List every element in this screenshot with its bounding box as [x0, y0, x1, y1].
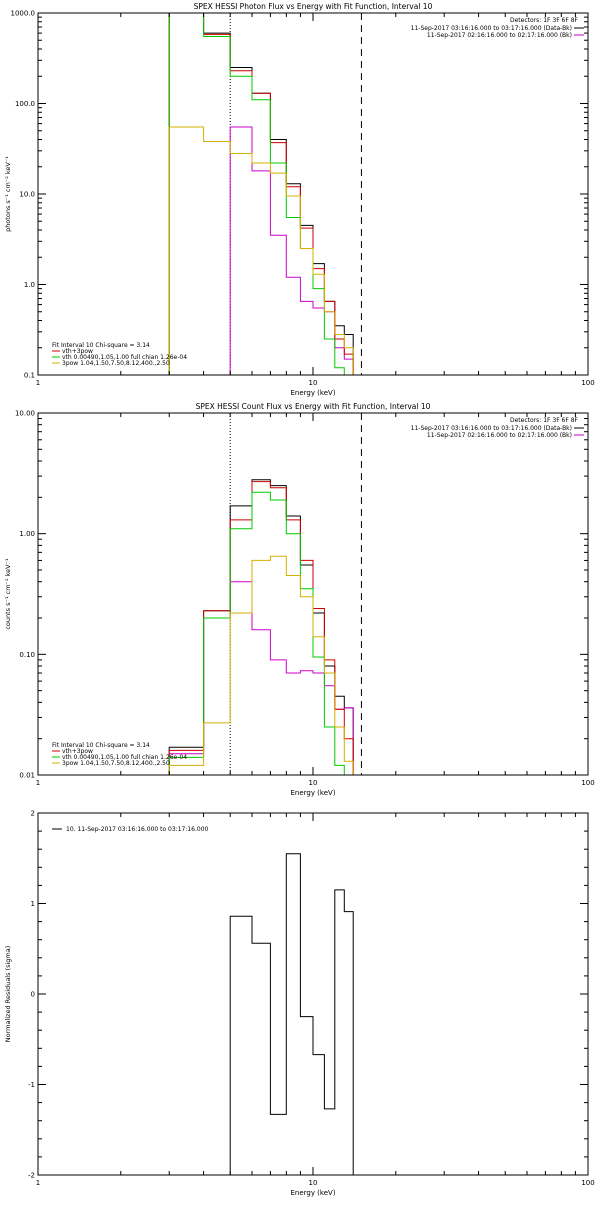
series-line-bk	[168, 581, 354, 775]
series-line-bk	[229, 126, 354, 375]
series-group	[229, 853, 354, 1175]
series-line-residuals	[229, 853, 354, 1175]
y-tick-label: 1000.0	[11, 10, 36, 18]
fit-header: Fit Interval 10 Chi-square = 3.14	[52, 342, 150, 349]
legend-entry-label: vth+3pow	[62, 348, 93, 355]
legend-bottom: Fit Interval 10 Chi-square = 3.14vth+3po…	[52, 342, 187, 367]
legend-bottom: Fit Interval 10 Chi-square = 3.14vth+3po…	[52, 742, 187, 767]
legend-entry-label: 3pow 1.04,1.50,7.50,8.12,400.,2.50	[62, 760, 170, 767]
legend-entry-label: 11-Sep-2017 02:16:16.000 to 02:17:16.000…	[427, 432, 572, 439]
series-line-data-bk	[168, 479, 354, 775]
series-line-vth	[168, 13, 354, 375]
y-axis: 0.1 1.0 10.0 100.0 1000.0 photons s⁻¹ cm⁻² ke…	[4, 10, 588, 380]
x-tick-label: 100	[581, 1179, 594, 1187]
y-axis-label: photons s⁻¹ cm⁻² keV⁻¹	[4, 156, 12, 232]
y-tick-label: -1	[28, 1081, 35, 1089]
series-group	[168, 13, 354, 375]
detectors-label: Detectors: 1F 3F 6F 8F	[510, 17, 579, 24]
x-axis-label: Energy (keV)	[290, 789, 335, 797]
legend-entry-label: 11-Sep-2017 03:16:16.000 to 03:17:16.000…	[411, 25, 572, 32]
axes-frame	[37, 12, 589, 376]
legend-entry-label: 10. 11-Sep-2017 03:16:16.000 to 03:17:16…	[66, 826, 209, 833]
x-tick-label: 10	[309, 1179, 318, 1187]
y-tick-label: 0.1	[24, 372, 35, 380]
axes-frame	[37, 812, 589, 1176]
y-axis-label: Normalized Residuals (sigma)	[4, 946, 12, 1043]
series-line-3pow	[168, 126, 354, 375]
legend-residuals: 10. 11-Sep-2017 03:16:16.000 to 03:17:16…	[52, 826, 209, 833]
series-group	[168, 479, 354, 775]
y-tick-label: 10.0	[19, 191, 35, 199]
y-axis: -2 -1 0 1 2 Normalized Residuals (sigma)	[4, 810, 588, 1180]
x-tick-label: 10	[309, 379, 318, 387]
y-tick-label: 0.10	[19, 651, 35, 659]
x-axis-label: Energy (keV)	[290, 389, 335, 397]
y-tick-label: 2	[31, 810, 35, 818]
series-line-vth-3pow	[168, 481, 354, 775]
series-line-vth	[168, 491, 345, 775]
x-axis: 1 10 100 Energy (keV)	[36, 813, 595, 1197]
x-tick-label: 1	[36, 379, 40, 387]
x-axis: 1 10 100 Energy (keV)	[36, 413, 595, 797]
x-tick-label: 1	[36, 1179, 40, 1187]
residuals-panel: 1 10 100 Energy (keV) -2 -1 0 1 2 Normalized Resi…	[4, 810, 595, 1198]
x-tick-label: 100	[581, 379, 594, 387]
chart-title: SPEX HESSI Count Flux vs Energy with Fit…	[196, 402, 431, 411]
x-tick-label: 100	[581, 779, 594, 787]
legend-entry-label: vth+3pow	[62, 748, 93, 755]
x-axis-label: Energy (keV)	[290, 1189, 335, 1197]
y-tick-label: 0	[31, 991, 35, 999]
y-tick-label: -2	[28, 1172, 35, 1180]
y-tick-label: 100.0	[15, 100, 35, 108]
y-axis: 0.01 0.10 1.00 10.00 counts s⁻¹ cm⁻² keV⁻¹	[4, 410, 588, 780]
legend-entry-label: 11-Sep-2017 02:16:16.000 to 02:17:16.000…	[427, 32, 572, 39]
x-tick-label: 1	[36, 779, 40, 787]
legend-entry-label: 3pow 1.04,1.50,7.50,8.12,400.,2.50	[62, 360, 170, 367]
y-tick-label: 10.00	[15, 410, 35, 418]
legend-entry-label: 11-Sep-2017 03:16:16.000 to 03:17:16.000…	[411, 425, 572, 432]
x-tick-label: 10	[309, 779, 318, 787]
legend-entry-label: vth 0.00490,1.05,1.00 full chian 1.26e-0…	[62, 754, 187, 761]
count-flux-panel: 1 10 100 Energy (keV) 0.01 0.10 1.00 10.00 count…	[4, 402, 595, 797]
legend-entry-label: vth 0.00490,1.05,1.00 full chian 1.26e-0…	[62, 354, 187, 361]
x-axis: 1 10 100 Energy (keV)	[36, 13, 595, 397]
fit-header: Fit Interval 10 Chi-square = 3.14	[52, 742, 150, 749]
chart-title: SPEX HESSI Photon Flux vs Energy with Fi…	[194, 2, 433, 11]
series-line-data-bk	[168, 13, 354, 375]
y-axis-label: counts s⁻¹ cm⁻² keV⁻¹	[4, 558, 12, 630]
series-line-vth-3pow	[168, 13, 354, 375]
detectors-label: Detectors: 1F 3F 6F 8F	[510, 417, 579, 424]
y-tick-label: 1.00	[19, 530, 35, 538]
y-tick-label: 0.01	[19, 772, 35, 780]
series-line-3pow	[168, 555, 354, 775]
y-tick-label: 1.0	[24, 281, 35, 289]
y-tick-label: 1	[31, 900, 35, 908]
photon-flux-panel: 1 10 100 Energy (keV) 0.1 1.0 10.0 100.0 1000.0 p…	[4, 2, 595, 397]
